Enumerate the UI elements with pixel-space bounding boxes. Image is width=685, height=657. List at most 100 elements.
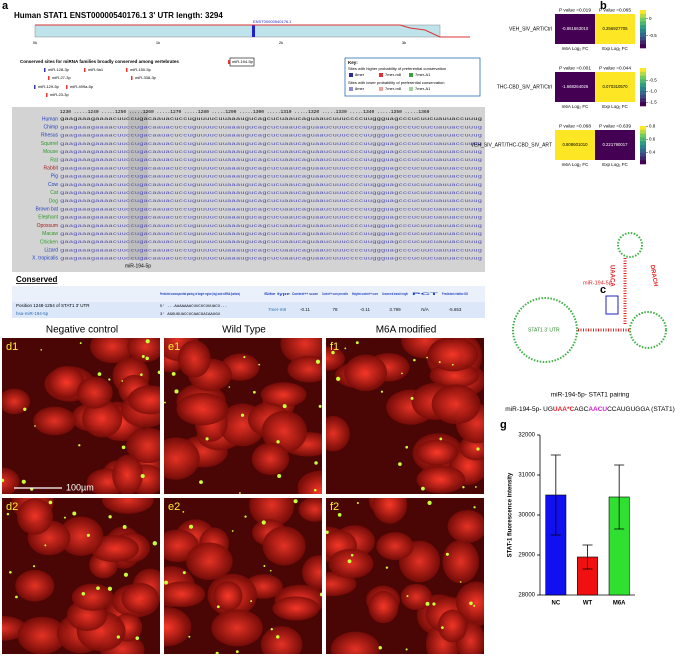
species-name: Chicken: [40, 239, 58, 245]
pairing-part: CCAUGUGGA (STAT1): [607, 406, 675, 413]
sequence: gaagaaagaaaacuuccugacaauacuccuguuuucuuaa…: [60, 199, 482, 204]
cell: [2, 467, 20, 494]
error-bar: [582, 544, 593, 570]
granule: [263, 564, 266, 567]
colorbar: [640, 137, 646, 142]
pairing-part: UAA*C: [553, 406, 575, 413]
granule: [215, 651, 219, 654]
colorbar-label: 0: [649, 16, 652, 21]
sequence: gaagaaagaaaacuuccugacaauacuccuguuuucuuaa…: [60, 240, 482, 245]
species-name: Lizard: [44, 248, 58, 254]
granule: [235, 650, 239, 654]
cells: [326, 498, 484, 654]
granule: [269, 569, 272, 572]
axis-label: 2k: [279, 40, 283, 45]
axis-label: 0k: [33, 40, 37, 45]
granule: [427, 500, 432, 506]
granule: [469, 601, 473, 606]
granule: [205, 437, 209, 441]
panel-label: d1: [6, 341, 18, 353]
granule: [145, 339, 150, 344]
granule: [97, 372, 102, 376]
cell: [90, 338, 135, 364]
site-label: miR-27-3p: [52, 75, 71, 80]
species-name: Squirrel: [41, 141, 58, 147]
table-cell: N/A: [421, 307, 429, 312]
heat-value: 0.808601010: [562, 142, 588, 147]
species-name: Macaw: [42, 231, 58, 237]
granule: [21, 479, 26, 484]
granule: [244, 515, 247, 518]
table-cell: 7mer-m8: [268, 307, 286, 312]
p-value: P value =0.065: [599, 7, 631, 13]
granule: [121, 445, 126, 450]
cell: [372, 498, 408, 524]
cell: [344, 354, 388, 392]
heat-value: 0.221790017: [602, 142, 628, 147]
cell: [2, 388, 31, 415]
granule: [32, 565, 36, 568]
cell: [82, 399, 123, 438]
y-axis-label: STAT-1 fluorescence intensity: [508, 472, 514, 557]
cell: [326, 415, 350, 452]
granule: [331, 350, 335, 355]
x-label: m6A Log₂ FC: [562, 104, 590, 109]
granule: [473, 604, 476, 607]
granule: [459, 581, 462, 583]
key-swatch: [409, 87, 413, 91]
species-name: Cat: [50, 190, 58, 196]
p-value: P value =0.639: [599, 123, 631, 129]
granule: [182, 511, 185, 513]
table-header: Weighted context++ score: [352, 292, 378, 296]
colorbar: [640, 79, 646, 84]
sequence: gaagaaagaaaacuuccugacaauacuccuguuuucuuaa…: [60, 134, 482, 139]
cell: [121, 583, 159, 614]
panel-label: d2: [6, 501, 18, 513]
colorbar: [640, 156, 646, 161]
heat-cell: [555, 72, 595, 102]
table-header: Conserved branch length: [382, 292, 408, 296]
granule: [48, 500, 53, 505]
granule: [401, 372, 403, 375]
error-bar: [550, 454, 561, 536]
granule: [107, 586, 113, 591]
pairing-part: miR-194-5p- UG: [505, 406, 553, 413]
cell: [211, 609, 263, 647]
granule: [253, 390, 256, 394]
key-text: Sites with higher probability of prefere…: [348, 66, 446, 71]
colorbar-label: -1.0: [649, 89, 657, 94]
site-label: miR-194-5p: [232, 59, 254, 64]
cell: [164, 437, 200, 480]
granule: [405, 648, 408, 651]
mirna-label: miR-194-5p: [583, 280, 612, 286]
x-tick-label: NC: [551, 601, 560, 607]
colorbar-label: -0.5: [649, 78, 657, 83]
table-cell: 78: [332, 307, 338, 312]
cell: [112, 454, 143, 494]
site-tick: [84, 68, 86, 72]
heat-value: -1.668264026: [562, 84, 589, 89]
colorbar: [640, 145, 646, 150]
y-tick-label: 29000: [518, 553, 535, 559]
granule: [426, 356, 428, 359]
granule: [425, 601, 430, 606]
table-cell: 3.799: [389, 307, 401, 312]
site-label: miR-150-5p: [130, 67, 152, 72]
cell: [33, 406, 76, 436]
granule: [355, 341, 359, 345]
cell: [71, 583, 114, 611]
granule: [385, 566, 389, 569]
granule: [313, 488, 317, 492]
error-bar: [614, 464, 625, 530]
table-cell: -0.11: [300, 307, 310, 312]
cell: [416, 465, 466, 494]
heat-value: 0.070310570: [602, 84, 628, 89]
granule: [79, 342, 82, 345]
pairing-title: miR-194-5p- STAT1 pairing: [551, 392, 630, 399]
colorbar: [640, 68, 646, 73]
table-header-bg: [12, 286, 485, 302]
colorbar: [640, 152, 646, 157]
y-tick-label: 28000: [518, 593, 535, 599]
species-name: Chimp: [44, 125, 59, 131]
sequence: gaagaaagaaaacuuccugacaauacuccuguuuucuuaa…: [60, 183, 482, 188]
